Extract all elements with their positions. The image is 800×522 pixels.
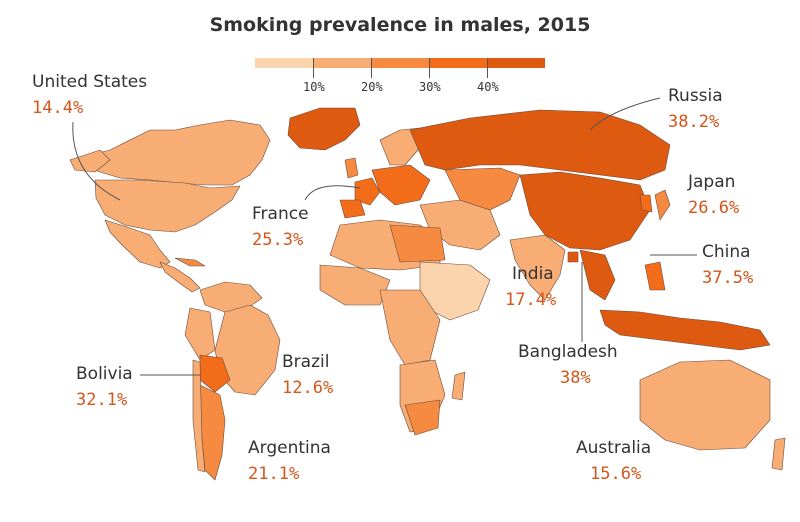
japan-region: [654, 189, 671, 221]
value-india: 17.4%: [505, 290, 557, 310]
value-china: 37.5%: [702, 268, 754, 288]
value-brazil: 12.6%: [282, 378, 334, 398]
value-australia: 15.6%: [590, 464, 642, 484]
leader-united-states: [72, 121, 121, 201]
peru-region: [184, 307, 216, 361]
label-australia: Australia: [576, 438, 652, 458]
leader-russia: [589, 97, 661, 131]
legend-swatch-2: [313, 58, 371, 68]
australia-region: [639, 359, 771, 451]
label-argentina: Argentina: [248, 438, 331, 458]
label-france: France: [252, 204, 309, 224]
madagascar-region: [451, 371, 466, 401]
legend-tick-10: [313, 58, 314, 78]
central-america-region: [159, 261, 201, 293]
philippines-region: [644, 261, 666, 291]
label-japan: Japan: [688, 172, 736, 192]
france-region: [354, 177, 381, 206]
label-russia: Russia: [668, 86, 723, 106]
legend-swatch-3: [371, 58, 429, 68]
indonesia-region: [599, 309, 771, 351]
legend-tick-40: [487, 58, 488, 78]
colombia-venezuela-region: [199, 281, 263, 313]
libya-egypt-region: [389, 224, 446, 263]
leader-france: [304, 185, 361, 201]
label-india: India: [512, 264, 554, 284]
legend-tick-30: [429, 58, 430, 78]
russia-region: [409, 109, 671, 181]
legend-label-40: 40%: [477, 80, 499, 94]
south-africa-region: [404, 399, 441, 436]
label-brazil: Brazil: [282, 352, 330, 372]
label-bangladesh: Bangladesh: [518, 342, 618, 362]
value-france: 25.3%: [252, 230, 304, 250]
korea-region: [639, 194, 653, 213]
cuba-region: [174, 257, 206, 267]
usa-region: [94, 179, 241, 233]
india-region: [509, 234, 566, 301]
legend-label-10: 10%: [303, 80, 325, 94]
southeast-asia-region: [579, 249, 616, 301]
west-africa-region: [319, 264, 391, 306]
legend-tick-20: [371, 58, 372, 78]
central-europe-region: [371, 164, 431, 206]
value-russia: 38.2%: [668, 112, 720, 132]
label-united-states: United States: [32, 72, 148, 92]
scandinavia-region: [379, 127, 421, 166]
alaska-region: [69, 149, 111, 173]
bangladesh-region: [567, 251, 579, 263]
legend-swatch-1: [255, 58, 313, 68]
label-china: China: [702, 242, 751, 262]
value-bangladesh: 38%: [560, 368, 591, 388]
central-asia-region: [444, 167, 521, 211]
legend-bar: [255, 58, 545, 68]
iberia-region: [339, 199, 366, 219]
legend-label-30: 30%: [419, 80, 441, 94]
chile-region: [192, 359, 206, 473]
china-region: [519, 171, 651, 251]
new-zealand-region: [771, 437, 786, 471]
legend-label-20: 20%: [361, 80, 383, 94]
value-bolivia: 32.1%: [76, 390, 128, 410]
value-united-states: 14.4%: [32, 98, 84, 118]
legend-swatch-4: [429, 58, 487, 68]
uk-region: [344, 157, 359, 179]
legend-swatch-5: [487, 58, 545, 68]
canada-region: [69, 119, 271, 186]
greenland-region: [287, 107, 361, 151]
central-africa-region: [379, 289, 441, 366]
value-japan: 26.6%: [688, 198, 740, 218]
value-argentina: 21.1%: [248, 464, 300, 484]
map-title: Smoking prevalence in males, 2015: [209, 14, 591, 36]
label-bolivia: Bolivia: [76, 364, 133, 384]
